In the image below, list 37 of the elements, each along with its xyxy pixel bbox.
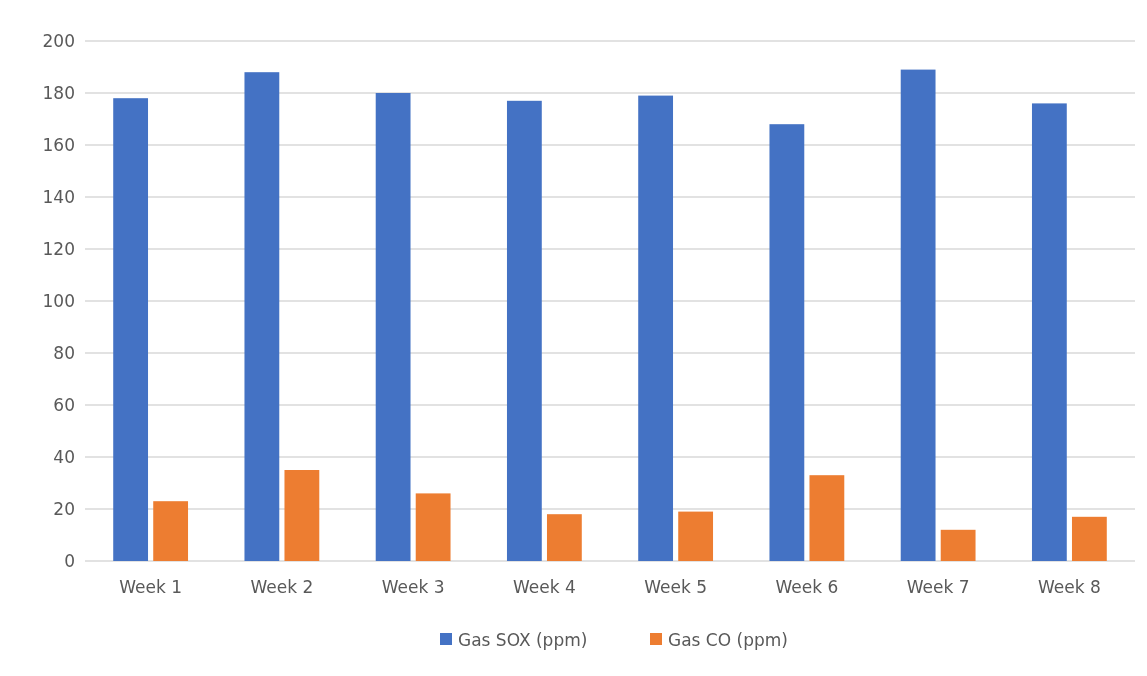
bar — [900, 69, 936, 561]
y-tick-label: 200 — [42, 30, 75, 51]
y-tick-label: 100 — [42, 290, 75, 311]
bar — [546, 514, 582, 561]
x-tick-label: Week 7 — [906, 577, 970, 597]
y-tick-label: 180 — [42, 82, 75, 103]
y-tick-label: 0 — [64, 550, 75, 571]
bar — [1031, 103, 1067, 561]
bar — [638, 95, 674, 561]
bar — [809, 475, 845, 561]
bar — [769, 124, 805, 561]
y-tick-label: 160 — [42, 134, 75, 155]
y-tick-label: 80 — [53, 342, 75, 363]
y-tick-label: 120 — [42, 238, 75, 259]
x-tick-label: Week 6 — [775, 577, 839, 597]
y-tick-label: 40 — [53, 446, 75, 467]
bar — [113, 98, 149, 561]
y-tick-label: 20 — [53, 498, 75, 519]
y-tick-label: 140 — [42, 186, 75, 207]
bar — [1071, 516, 1107, 561]
bar — [375, 93, 411, 561]
x-tick-label: Week 1 — [119, 577, 183, 597]
bar — [940, 529, 976, 561]
legend-label: Gas SOX (ppm) — [458, 629, 588, 650]
x-tick-label: Week 3 — [381, 577, 445, 597]
x-tick-label: Week 2 — [250, 577, 314, 597]
bar — [415, 493, 451, 561]
legend-label: Gas CO (ppm) — [668, 629, 788, 650]
bar — [678, 511, 714, 561]
bar — [153, 501, 189, 561]
x-tick-label: Week 4 — [512, 577, 576, 597]
bar — [244, 72, 280, 561]
bar — [506, 100, 542, 561]
x-tick-label: Week 8 — [1037, 577, 1101, 597]
bar — [284, 470, 320, 561]
x-tick-label: Week 5 — [644, 577, 708, 597]
y-tick-label: 60 — [53, 394, 75, 415]
